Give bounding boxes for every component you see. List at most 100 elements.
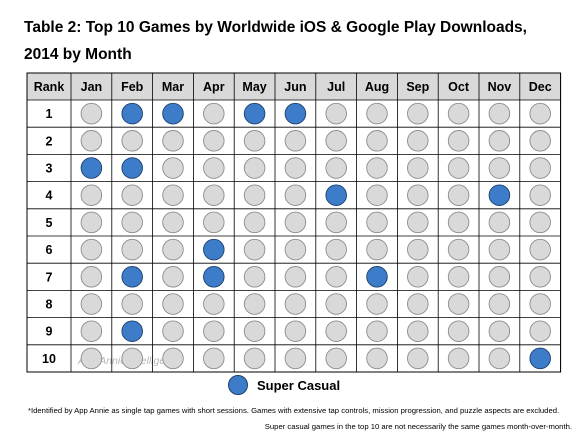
empty-dot — [121, 211, 143, 234]
empty-dot — [325, 347, 347, 370]
empty-dot — [447, 102, 470, 125]
empty-dot — [407, 293, 429, 315]
empty-dot — [325, 266, 347, 288]
empty-dot — [325, 102, 347, 125]
footnote-disclaimer: Super casual games in the top 10 are not… — [264, 422, 572, 431]
empty-dot — [243, 211, 266, 234]
legend-dot-icon — [228, 375, 248, 395]
empty-dot — [407, 157, 429, 179]
super-casual-dot — [80, 157, 103, 179]
empty-dot — [447, 157, 470, 179]
empty-dot — [529, 320, 551, 342]
rank-label: 7 — [46, 270, 53, 284]
empty-dot — [203, 157, 225, 179]
empty-dot — [529, 238, 551, 261]
empty-dot — [447, 130, 470, 152]
empty-dot — [162, 238, 184, 261]
empty-dot — [162, 347, 184, 370]
empty-dot — [488, 293, 511, 315]
empty-dot — [447, 293, 470, 315]
empty-dot — [80, 347, 103, 370]
chart-title: Table 2: Top 10 Games by Worldwide iOS &… — [24, 19, 527, 63]
empty-dot — [162, 130, 184, 152]
header-month-label: Aug — [365, 80, 389, 94]
empty-dot — [80, 102, 103, 125]
empty-dot — [243, 184, 266, 206]
empty-dot — [80, 320, 103, 342]
empty-dot — [284, 238, 307, 261]
empty-dot — [243, 347, 266, 370]
rank-label: 4 — [46, 189, 53, 203]
empty-dot — [80, 238, 103, 261]
empty-dot — [162, 211, 184, 234]
empty-dot — [325, 320, 347, 342]
empty-dot — [243, 157, 266, 179]
empty-dot — [162, 266, 184, 288]
empty-dot — [488, 102, 511, 125]
empty-dot — [243, 293, 266, 315]
empty-dot — [325, 293, 347, 315]
empty-dot — [407, 266, 429, 288]
header-rank-label: Rank — [34, 80, 65, 94]
empty-dot — [284, 211, 307, 234]
header-month-label: May — [242, 80, 266, 94]
empty-dot — [488, 347, 511, 370]
empty-dot — [284, 293, 307, 315]
empty-dot — [162, 157, 184, 179]
legend: Super Casual — [228, 374, 340, 396]
empty-dot — [488, 320, 511, 342]
empty-dot — [284, 130, 307, 152]
empty-dot — [488, 130, 511, 152]
empty-dot — [488, 238, 511, 261]
super-casual-dot — [529, 347, 551, 370]
header-month-label: Nov — [488, 80, 512, 94]
super-casual-dot — [121, 266, 143, 288]
empty-dot — [407, 320, 429, 342]
empty-dot — [488, 266, 511, 288]
empty-dot — [447, 266, 470, 288]
empty-dot — [162, 320, 184, 342]
empty-dot — [325, 157, 347, 179]
empty-dot — [80, 293, 103, 315]
empty-dot — [162, 184, 184, 206]
header-month-label: Oct — [448, 80, 470, 94]
rank-label: 3 — [46, 162, 53, 176]
empty-dot — [284, 157, 307, 179]
empty-dot — [203, 347, 225, 370]
empty-dot — [366, 320, 388, 342]
empty-dot — [366, 184, 388, 206]
empty-dot — [284, 320, 307, 342]
super-casual-dot — [366, 266, 388, 288]
empty-dot — [325, 130, 347, 152]
header-month-label: Dec — [529, 80, 552, 94]
empty-dot — [529, 102, 551, 125]
empty-dot — [203, 320, 225, 342]
empty-dot — [121, 130, 143, 152]
super-casual-dot — [284, 102, 307, 125]
empty-dot — [407, 130, 429, 152]
empty-dot — [529, 211, 551, 234]
empty-dot — [121, 184, 143, 206]
empty-dot — [366, 238, 388, 261]
empty-dot — [80, 211, 103, 234]
super-casual-dot — [325, 184, 347, 206]
legend-label: Super Casual — [257, 377, 341, 393]
super-casual-dot — [203, 266, 225, 288]
empty-dot — [366, 293, 388, 315]
super-casual-dot — [121, 320, 143, 342]
header-row-background — [27, 73, 561, 100]
empty-dot — [162, 293, 184, 315]
empty-dot — [121, 293, 143, 315]
empty-dot — [284, 266, 307, 288]
header-month-label: Feb — [121, 80, 144, 94]
empty-dot — [366, 130, 388, 152]
empty-dot — [325, 211, 347, 234]
header-month-label: Jun — [284, 80, 306, 94]
rank-label: 1 — [46, 107, 53, 121]
empty-dot — [366, 102, 388, 125]
header-month-label: Jul — [327, 80, 345, 94]
empty-dot — [203, 184, 225, 206]
super-casual-dot — [121, 157, 143, 179]
empty-dot — [284, 347, 307, 370]
empty-dot — [203, 211, 225, 234]
